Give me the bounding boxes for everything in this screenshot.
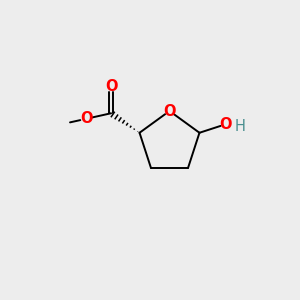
Text: O: O — [80, 111, 92, 126]
Text: O: O — [220, 117, 232, 132]
Text: H: H — [235, 118, 245, 134]
Text: O: O — [163, 103, 176, 118]
Text: O: O — [105, 80, 117, 94]
